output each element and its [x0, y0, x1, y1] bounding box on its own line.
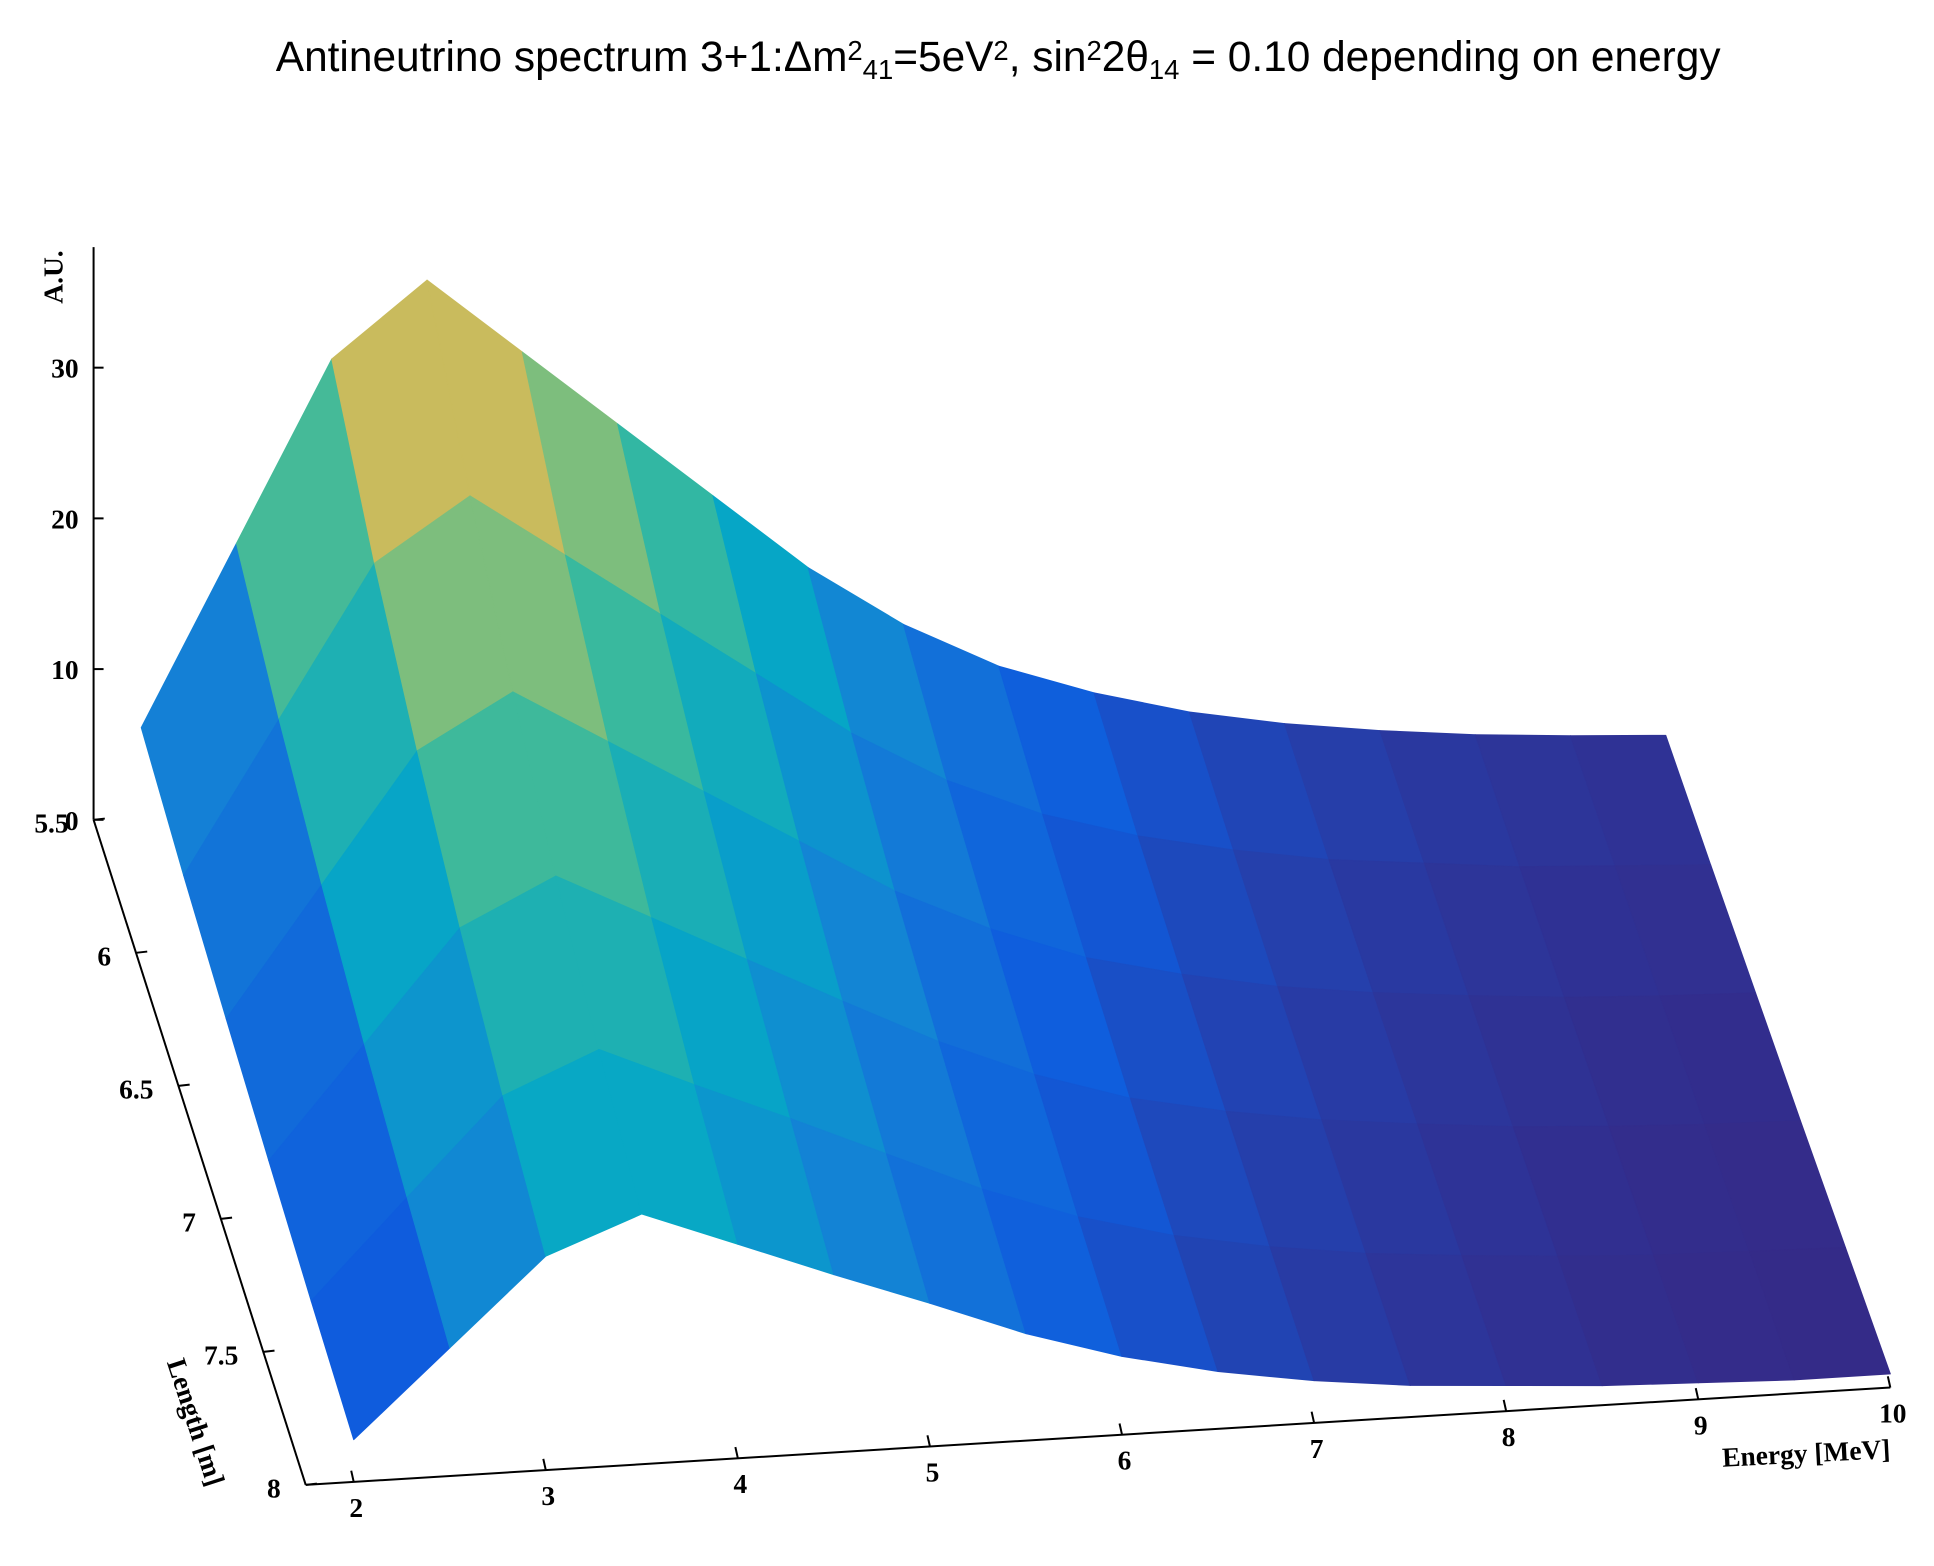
- title-part: =5eV: [893, 33, 994, 80]
- title-part: = 0.10 depending on energy: [1179, 33, 1721, 80]
- length-tick: [135, 950, 148, 954]
- length-tick-label: 8: [267, 1473, 281, 1503]
- title-part: Antineutrino spectrum 3+1:Δm: [276, 33, 848, 80]
- energy-tick-label: 5: [926, 1457, 940, 1487]
- title-part: 2: [993, 35, 1008, 66]
- energy-tick-label: 8: [1502, 1422, 1516, 1452]
- chart-title: Antineutrino spectrum 3+1:Δm241=5eV2, si…: [276, 33, 1722, 85]
- axes: 0 10 20 30 5.5 6 6.5 7 7.5 8 2 3 4 5 6 7 8 9 10 A.U. Length …: [34, 247, 1907, 1523]
- energy-tick-label: 9: [1694, 1410, 1708, 1440]
- energy-tick: [542, 1458, 547, 1471]
- energy-tick: [734, 1446, 739, 1459]
- energy-tick: [926, 1435, 931, 1447]
- title-part: , sin: [1009, 33, 1087, 80]
- energy-tick: [1118, 1423, 1123, 1435]
- title-part: 41: [863, 54, 894, 85]
- length-tick-label: 7: [182, 1207, 196, 1237]
- title-part: 2: [847, 35, 862, 66]
- title-part: 14: [1149, 54, 1180, 85]
- z-tick-label: 0: [65, 806, 79, 836]
- energy-tick: [1886, 1376, 1892, 1388]
- energy-axis-label: Energy [MeV]: [1721, 1434, 1891, 1473]
- z-tick-label: 10: [51, 655, 78, 685]
- length-axis: [92, 819, 307, 1486]
- energy-tick: [1310, 1411, 1316, 1424]
- length-tick: [305, 1482, 318, 1486]
- energy-tick: [1694, 1387, 1700, 1400]
- length-tick-label: 6: [97, 941, 111, 971]
- z-axis-label: A.U.: [38, 250, 68, 303]
- length-axis-label: Length [m]: [161, 1355, 230, 1490]
- z-tick-label: 20: [51, 504, 78, 534]
- length-tick: [263, 1349, 275, 1353]
- energy-tick-label: 7: [1310, 1434, 1324, 1464]
- length-tick-label: 5.5: [34, 808, 68, 838]
- energy-axis: [305, 1386, 1891, 1486]
- energy-tick-label: 3: [541, 1481, 555, 1511]
- length-tick-label: 6.5: [119, 1074, 153, 1104]
- energy-tick-label: 10: [1879, 1398, 1906, 1428]
- title-part: 2θ: [1102, 33, 1149, 80]
- length-tick: [220, 1216, 233, 1220]
- length-tick: [178, 1083, 190, 1087]
- length-tick-label: 7.5: [204, 1340, 238, 1370]
- surface: [140, 279, 1891, 1441]
- energy-tick-label: 6: [1118, 1446, 1132, 1476]
- title-part: 2: [1086, 35, 1101, 66]
- surface-patch: [1749, 1246, 1891, 1381]
- energy-tick: [1502, 1399, 1508, 1412]
- length-tick: [93, 817, 105, 821]
- z-tick-label: 30: [51, 354, 78, 384]
- energy-tick-label: 4: [734, 1469, 748, 1499]
- energy-tick-label: 2: [349, 1493, 363, 1523]
- energy-tick: [350, 1470, 355, 1483]
